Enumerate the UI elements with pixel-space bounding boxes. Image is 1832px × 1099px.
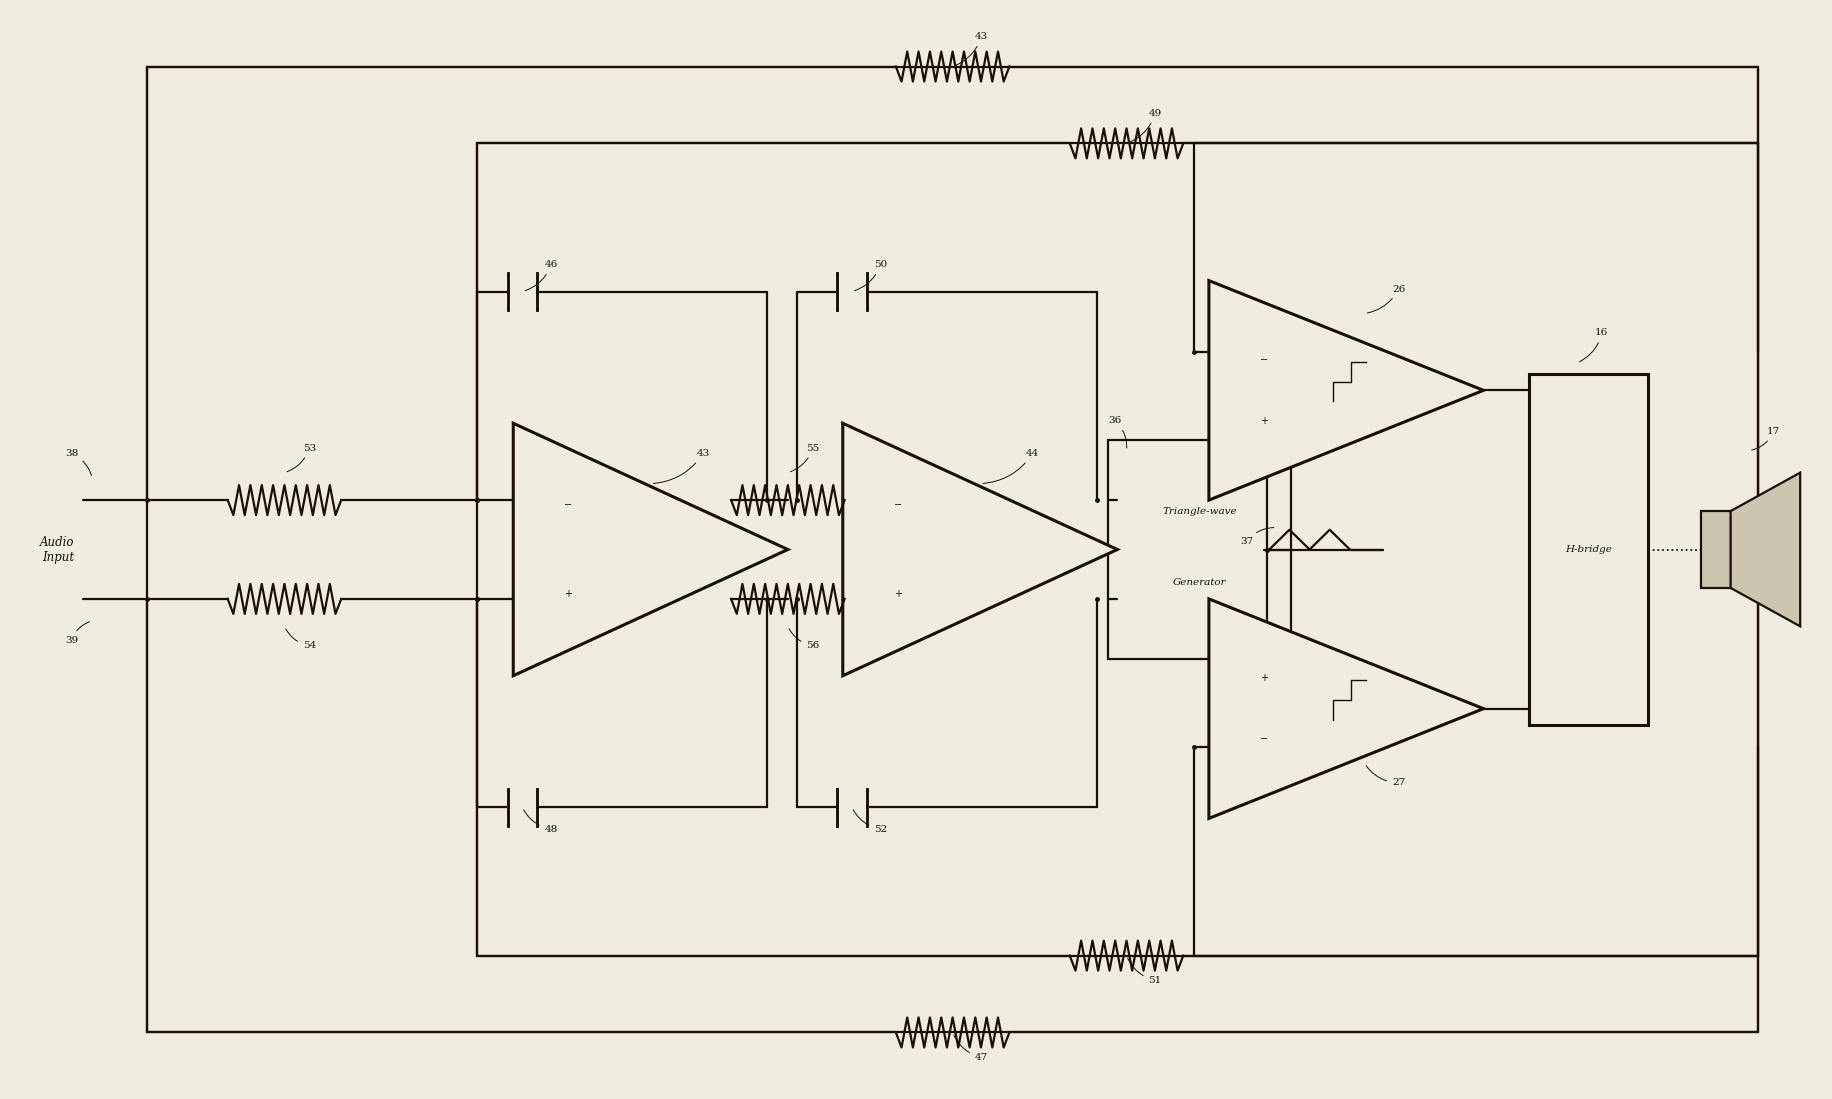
Text: 27: 27 xyxy=(1367,766,1405,788)
Text: 39: 39 xyxy=(64,622,90,645)
Text: 26: 26 xyxy=(1367,285,1405,313)
Text: Audio
Input: Audio Input xyxy=(40,535,73,564)
Bar xyxy=(1702,511,1731,588)
Text: 49: 49 xyxy=(1129,109,1161,143)
Text: +: + xyxy=(894,589,901,599)
Text: 47: 47 xyxy=(954,1035,987,1062)
Polygon shape xyxy=(1209,599,1484,819)
Bar xyxy=(1530,374,1649,725)
Text: 55: 55 xyxy=(790,444,819,471)
Text: 36: 36 xyxy=(1108,417,1127,448)
Polygon shape xyxy=(1731,473,1801,626)
Text: −: − xyxy=(1260,734,1268,744)
Text: 51: 51 xyxy=(1129,958,1161,985)
Text: Triangle-wave: Triangle-wave xyxy=(1163,507,1237,515)
Text: 52: 52 xyxy=(854,810,887,833)
Text: 17: 17 xyxy=(1751,428,1781,451)
Bar xyxy=(1108,440,1292,659)
Text: 44: 44 xyxy=(982,449,1039,484)
Text: 50: 50 xyxy=(854,260,887,291)
Text: H-bridge: H-bridge xyxy=(1565,545,1612,554)
Text: −: − xyxy=(1260,355,1268,365)
Text: 54: 54 xyxy=(286,629,315,651)
Text: −: − xyxy=(894,500,901,510)
Text: 37: 37 xyxy=(1240,528,1273,546)
Text: 43: 43 xyxy=(954,32,987,66)
Text: +: + xyxy=(564,589,572,599)
Text: 48: 48 xyxy=(524,810,557,833)
Text: 56: 56 xyxy=(790,629,819,651)
Text: 46: 46 xyxy=(526,260,557,291)
Text: 53: 53 xyxy=(288,444,315,471)
Text: −: − xyxy=(564,500,572,510)
Polygon shape xyxy=(1209,280,1484,500)
Text: Generator: Generator xyxy=(1172,578,1227,587)
Polygon shape xyxy=(843,423,1118,676)
Polygon shape xyxy=(513,423,788,676)
Text: 16: 16 xyxy=(1579,329,1608,362)
Bar xyxy=(147,67,1759,1032)
Text: 43: 43 xyxy=(654,449,709,484)
Bar xyxy=(476,143,1759,956)
Text: 38: 38 xyxy=(64,449,92,476)
Text: +: + xyxy=(1260,673,1268,682)
Text: +: + xyxy=(1260,417,1268,426)
